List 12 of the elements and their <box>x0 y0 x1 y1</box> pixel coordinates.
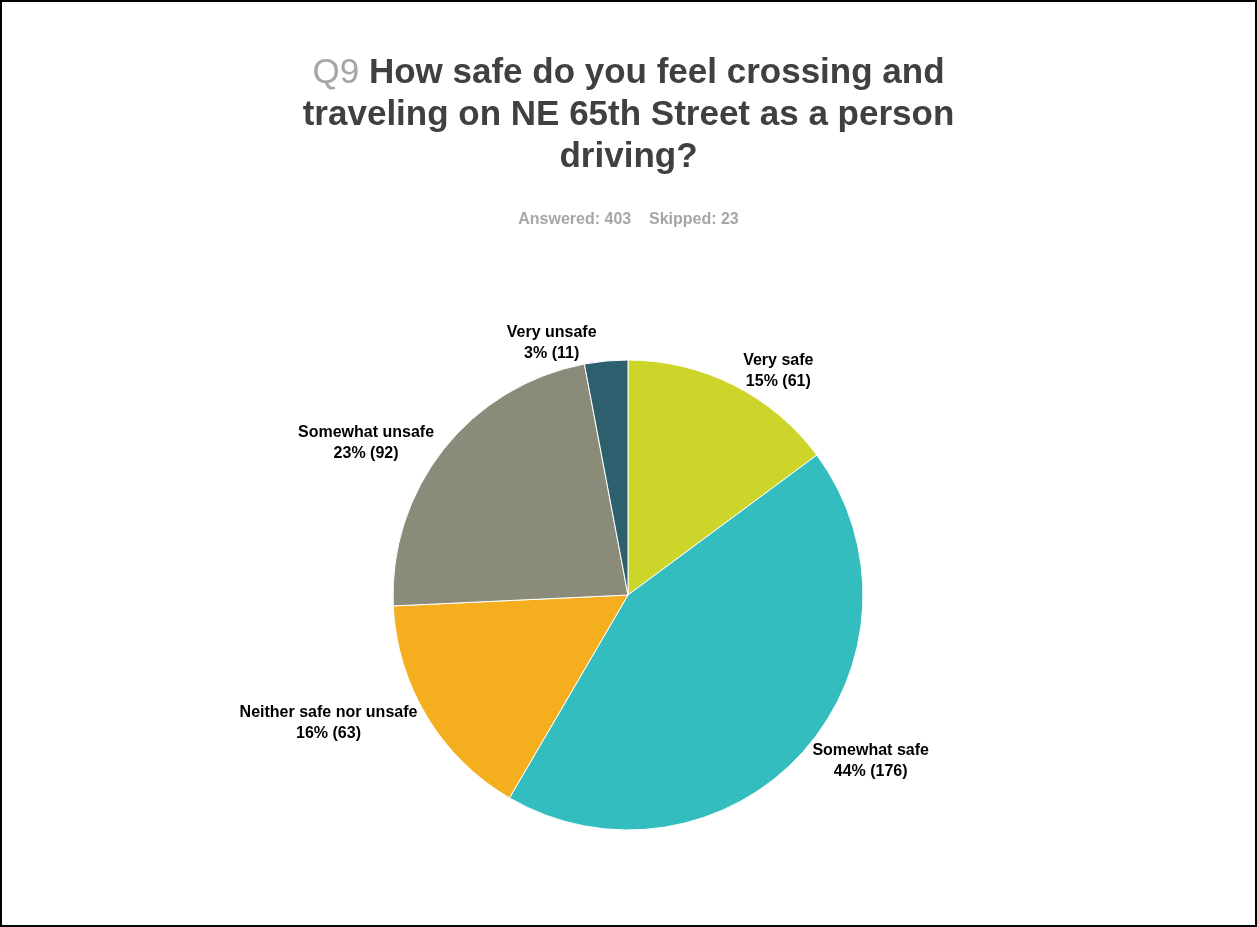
slice-label: Somewhat safe <box>812 741 929 759</box>
data-label: 15% (61) <box>745 371 811 389</box>
data-label: 23% (92) <box>333 443 399 461</box>
slice-label: Very unsafe <box>506 323 597 341</box>
data-label: 16% (63) <box>296 723 361 741</box>
chart-subtitle: Answered: 403 Skipped: 23 <box>517 210 740 228</box>
slice-label: Somewhat unsafe <box>298 423 435 441</box>
data-label: 44% (176) <box>833 762 908 780</box>
chart-title: Q9 How safe do you feel crossing and traveling on NE 65th Street as a person driving? <box>302 51 955 174</box>
data-label: 3% (11) <box>524 344 580 362</box>
slice-label: Very safe <box>743 351 814 369</box>
slice-label: Neither safe nor unsafe <box>239 702 418 720</box>
